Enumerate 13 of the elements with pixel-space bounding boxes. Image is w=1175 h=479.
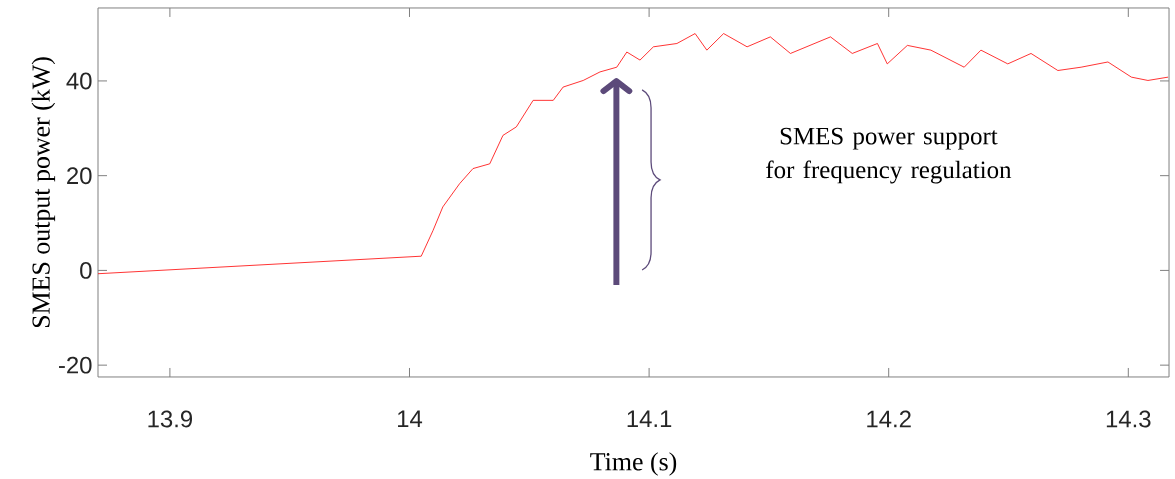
x-tick-label: 14.3: [1106, 410, 1151, 428]
y-tick-label: -20: [59, 356, 92, 374]
y-axis-title: SMES output power (kW): [31, 57, 56, 328]
annotation: SMES power support for frequency regulation: [766, 127, 1012, 184]
x-tick-label: 13.9: [148, 410, 193, 428]
y-tick-label: 40: [66, 72, 92, 90]
x-axis-title: Time (s): [590, 452, 677, 476]
y-tick-label: 20: [67, 167, 92, 185]
x-tick-label: 14.1: [627, 410, 672, 427]
x-tick-label: 14.2: [867, 410, 911, 428]
x-tick-label: 14: [398, 410, 423, 427]
y-tick-label: 0: [80, 261, 92, 279]
line-series: [98, 33, 1169, 275]
